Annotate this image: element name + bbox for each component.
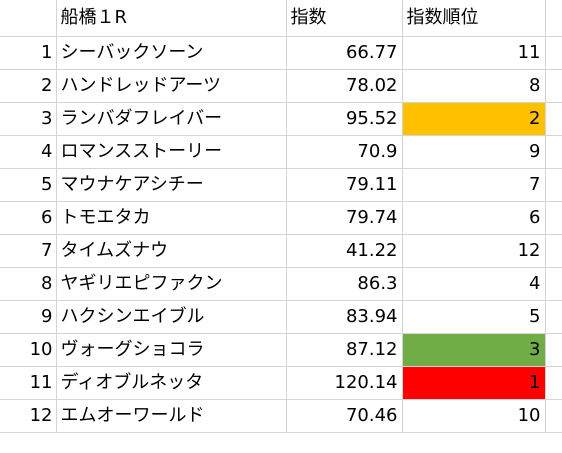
rank-value-cell[interactable]: 9 <box>402 135 546 169</box>
rank-value-cell[interactable]: 12 <box>402 234 546 268</box>
index-value-cell[interactable]: 79.11 <box>286 168 403 202</box>
cell[interactable] <box>545 102 562 136</box>
horse-name-cell[interactable]: エムオーワールド <box>56 399 287 433</box>
horse-number-cell[interactable]: 9 <box>0 300 57 334</box>
horse-number-cell[interactable]: 8 <box>0 267 57 301</box>
index-value-cell[interactable]: 78.02 <box>286 69 403 103</box>
horse-name-cell[interactable]: ロマンスストーリー <box>56 135 287 169</box>
cell[interactable] <box>0 0 57 37</box>
index-value-cell[interactable]: 95.52 <box>286 102 403 136</box>
horse-number-cell[interactable]: 12 <box>0 399 57 433</box>
index-value-cell[interactable]: 87.12 <box>286 333 403 367</box>
horse-name-cell[interactable]: ヴォーグショコラ <box>56 333 287 367</box>
index-value-cell[interactable]: 86.3 <box>286 267 403 301</box>
cell[interactable] <box>545 234 562 268</box>
header-index-cell[interactable]: 指数 <box>286 0 403 37</box>
table-row: 5 マウナケアシチー 79.11 7 <box>0 168 562 202</box>
horse-number-cell[interactable]: 5 <box>0 168 57 202</box>
rank-value-cell[interactable]: 4 <box>402 267 546 301</box>
index-value-cell[interactable]: 66.77 <box>286 36 403 70</box>
table-row: 7 タイムズナウ 41.22 12 <box>0 234 562 268</box>
table-row: 3 ランバダフレイバー 95.52 2 <box>0 102 562 136</box>
horse-number-cell[interactable]: 7 <box>0 234 57 268</box>
table-row: 6 トモエタカ 79.74 6 <box>0 201 562 235</box>
rank-value-cell[interactable]: 3 <box>402 333 546 367</box>
header-row: 船橋１R 指数 指数順位 <box>0 0 562 37</box>
index-value-cell[interactable]: 83.94 <box>286 300 403 334</box>
horse-name-cell[interactable]: ディオブルネッタ <box>56 366 287 400</box>
horse-name-cell[interactable]: シーバックソーン <box>56 36 287 70</box>
table-row: 9 ハクシンエイブル 83.94 5 <box>0 300 562 334</box>
horse-name-cell[interactable]: マウナケアシチー <box>56 168 287 202</box>
horse-number-cell[interactable]: 1 <box>0 36 57 70</box>
horse-number-cell[interactable]: 10 <box>0 333 57 367</box>
table-row: 8 ヤギリエピファクン 86.3 4 <box>0 267 562 301</box>
horse-number-cell[interactable]: 3 <box>0 102 57 136</box>
cell[interactable] <box>545 36 562 70</box>
rank-value-cell[interactable]: 10 <box>402 399 546 433</box>
cell[interactable] <box>545 300 562 334</box>
index-value-cell[interactable]: 70.46 <box>286 399 403 433</box>
data-table: 船橋１R 指数 指数順位 1 シーバックソーン 66.77 11 2 ハンドレッドアーツ 7… <box>0 0 562 433</box>
horse-name-cell[interactable]: ハンドレッドアーツ <box>56 69 287 103</box>
horse-number-cell[interactable]: 11 <box>0 366 57 400</box>
table-row: 2 ハンドレッドアーツ 78.02 8 <box>0 69 562 103</box>
horse-number-cell[interactable]: 2 <box>0 69 57 103</box>
table-row: 1 シーバックソーン 66.77 11 <box>0 36 562 70</box>
horse-name-cell[interactable]: タイムズナウ <box>56 234 287 268</box>
cell[interactable] <box>545 69 562 103</box>
cell[interactable] <box>545 333 562 367</box>
header-rank-cell[interactable]: 指数順位 <box>402 0 546 37</box>
horse-number-cell[interactable]: 6 <box>0 201 57 235</box>
cell[interactable] <box>545 366 562 400</box>
rank-value-cell[interactable]: 5 <box>402 300 546 334</box>
horse-name-cell[interactable]: ハクシンエイブル <box>56 300 287 334</box>
cell[interactable] <box>545 267 562 301</box>
rank-value-cell[interactable]: 7 <box>402 168 546 202</box>
rank-value-cell[interactable]: 2 <box>402 102 546 136</box>
cell[interactable] <box>545 168 562 202</box>
table-row: 10 ヴォーグショコラ 87.12 3 <box>0 333 562 367</box>
rank-value-cell[interactable]: 6 <box>402 201 546 235</box>
rank-value-cell[interactable]: 8 <box>402 69 546 103</box>
rank-value-cell[interactable]: 1 <box>402 366 546 400</box>
table-row: 12 エムオーワールド 70.46 10 <box>0 399 562 433</box>
table-row: 11 ディオブルネッタ 120.14 1 <box>0 366 562 400</box>
cell[interactable] <box>545 201 562 235</box>
horse-name-cell[interactable]: トモエタカ <box>56 201 287 235</box>
index-value-cell[interactable]: 79.74 <box>286 201 403 235</box>
cell[interactable] <box>545 135 562 169</box>
index-value-cell[interactable]: 41.22 <box>286 234 403 268</box>
cell[interactable] <box>545 0 562 37</box>
cell[interactable] <box>545 399 562 433</box>
index-value-cell[interactable]: 70.9 <box>286 135 403 169</box>
header-race-cell[interactable]: 船橋１R <box>56 0 287 37</box>
horse-name-cell[interactable]: ランバダフレイバー <box>56 102 287 136</box>
table-row: 4 ロマンスストーリー 70.9 9 <box>0 135 562 169</box>
rank-value-cell[interactable]: 11 <box>402 36 546 70</box>
index-value-cell[interactable]: 120.14 <box>286 366 403 400</box>
horse-number-cell[interactable]: 4 <box>0 135 57 169</box>
horse-name-cell[interactable]: ヤギリエピファクン <box>56 267 287 301</box>
